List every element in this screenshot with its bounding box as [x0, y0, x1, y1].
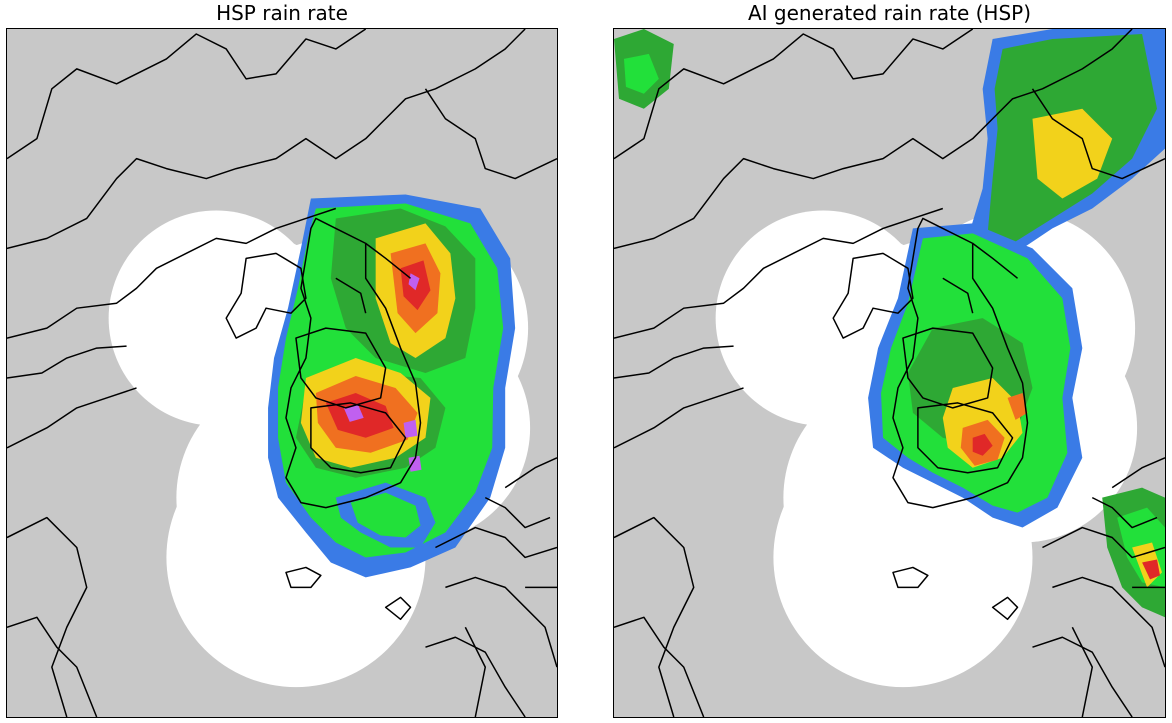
map-observed-rain-rate — [6, 28, 558, 718]
panel-title-generated: AI generated rain rate (HSP) — [747, 1, 1032, 25]
map-canvas-observed — [7, 29, 557, 717]
map-canvas-generated — [614, 29, 1165, 717]
coastlines-and-borders — [614, 29, 1165, 717]
map-generated-rain-rate — [613, 28, 1166, 718]
coastlines-and-borders — [7, 29, 557, 717]
panel-title-observed: HSP rain rate — [216, 1, 348, 25]
rain-field-generated — [614, 29, 1165, 618]
